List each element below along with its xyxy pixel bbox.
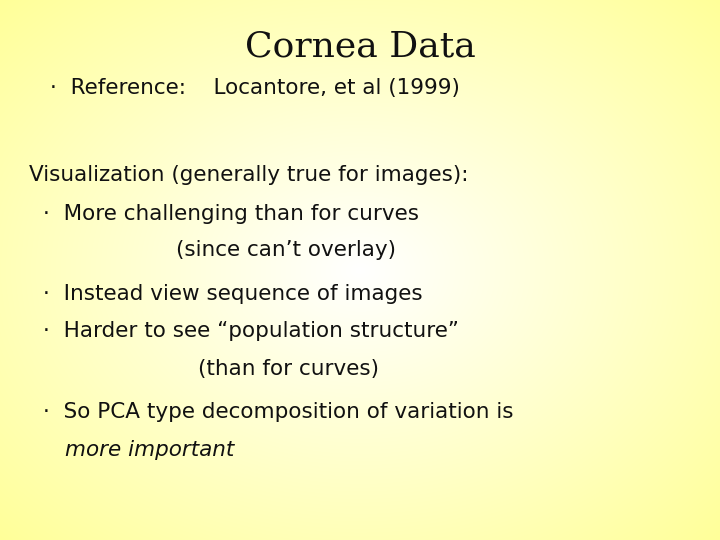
Text: (than for curves): (than for curves) <box>198 359 379 379</box>
Text: ·  Reference:    Locantore, et al (1999): · Reference: Locantore, et al (1999) <box>50 78 460 98</box>
Text: Cornea Data: Cornea Data <box>245 30 475 64</box>
Text: ·  Harder to see “population structure”: · Harder to see “population structure” <box>43 321 459 341</box>
Text: ·  More challenging than for curves: · More challenging than for curves <box>43 204 419 224</box>
Text: ·  Instead view sequence of images: · Instead view sequence of images <box>43 284 423 303</box>
Text: ·  So PCA type decomposition of variation is: · So PCA type decomposition of variation… <box>43 402 513 422</box>
Text: (since can’t overlay): (since can’t overlay) <box>176 240 397 260</box>
Text: more important: more important <box>65 440 234 460</box>
Text: Visualization (generally true for images):: Visualization (generally true for images… <box>29 165 468 185</box>
